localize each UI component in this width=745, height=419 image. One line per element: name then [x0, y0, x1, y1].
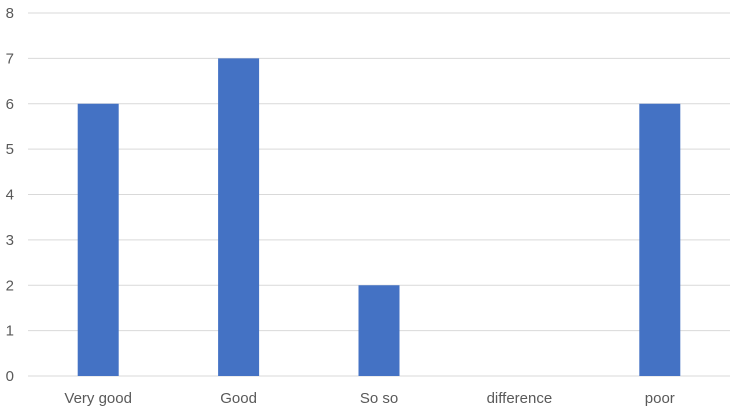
- y-tick-label-7: 7: [6, 50, 14, 67]
- x-category-label-difference: difference: [487, 390, 553, 407]
- grid-layer: [28, 12, 730, 377]
- y-tick-label-4: 4: [6, 187, 14, 204]
- y-axis-ticks: 0 1 2 3 4 5 6 7 8: [6, 5, 14, 385]
- x-axis-categories: Very good Good So so difference poor: [64, 390, 674, 407]
- x-category-label-poor: poor: [645, 390, 675, 407]
- y-tick-label-6: 6: [6, 96, 14, 113]
- y-tick-label-1: 1: [6, 323, 14, 340]
- bar-layer: [77, 58, 681, 376]
- y-tick-label-0: 0: [6, 368, 14, 385]
- y-tick-label-3: 3: [6, 232, 14, 249]
- x-category-label-good: Good: [220, 390, 257, 407]
- y-tick-label-5: 5: [6, 141, 14, 158]
- x-category-label-very-good: Very good: [64, 390, 132, 407]
- x-category-label-so-so: So so: [360, 390, 398, 407]
- bar-very-good: [77, 103, 119, 376]
- y-tick-label-8: 8: [6, 5, 14, 22]
- bar-good: [218, 58, 260, 376]
- bar-poor: [639, 103, 681, 376]
- bar-so-so: [358, 285, 400, 376]
- y-tick-label-2: 2: [6, 277, 14, 294]
